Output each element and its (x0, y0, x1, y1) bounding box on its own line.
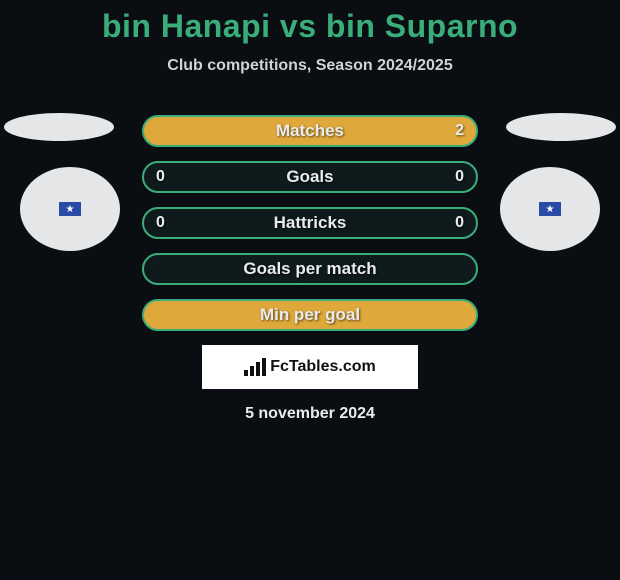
page-title: bin Hanapi vs bin Suparno (0, 0, 620, 45)
stat-row-matches: Matches 2 (142, 115, 478, 147)
stat-row-hattricks: 0 Hattricks 0 (142, 207, 478, 239)
player-name-oval-right (506, 113, 616, 141)
stat-label: Hattricks (274, 213, 347, 233)
stat-label: Goals (286, 167, 333, 187)
stat-value-right: 0 (455, 168, 464, 186)
flag-icon: ★ (539, 202, 561, 216)
stat-value-left: 0 (156, 214, 165, 232)
logo-box[interactable]: FcTables.com (202, 345, 418, 389)
stat-row-goals: 0 Goals 0 (142, 161, 478, 193)
stat-value-left: 0 (156, 168, 165, 186)
comparison-panel: ★ ★ Matches 2 0 Goals 0 0 Hattricks 0 Go… (0, 115, 620, 423)
player-avatar-left: ★ (20, 167, 120, 251)
flag-icon: ★ (59, 202, 81, 216)
stat-row-min-per-goal: Min per goal (142, 299, 478, 331)
stat-label: Goals per match (243, 259, 376, 279)
stat-value-right: 2 (455, 122, 464, 140)
stats-rows: Matches 2 0 Goals 0 0 Hattricks 0 Goals … (142, 115, 478, 331)
bar-chart-icon (244, 358, 266, 376)
date-label: 5 november 2024 (0, 405, 620, 423)
logo-text: FcTables.com (270, 358, 376, 376)
player-name-oval-left (4, 113, 114, 141)
stat-value-right: 0 (455, 214, 464, 232)
page-subtitle: Club competitions, Season 2024/2025 (0, 57, 620, 75)
stat-label: Min per goal (260, 305, 360, 325)
stat-row-goals-per-match: Goals per match (142, 253, 478, 285)
stat-label: Matches (276, 121, 344, 141)
player-avatar-right: ★ (500, 167, 600, 251)
